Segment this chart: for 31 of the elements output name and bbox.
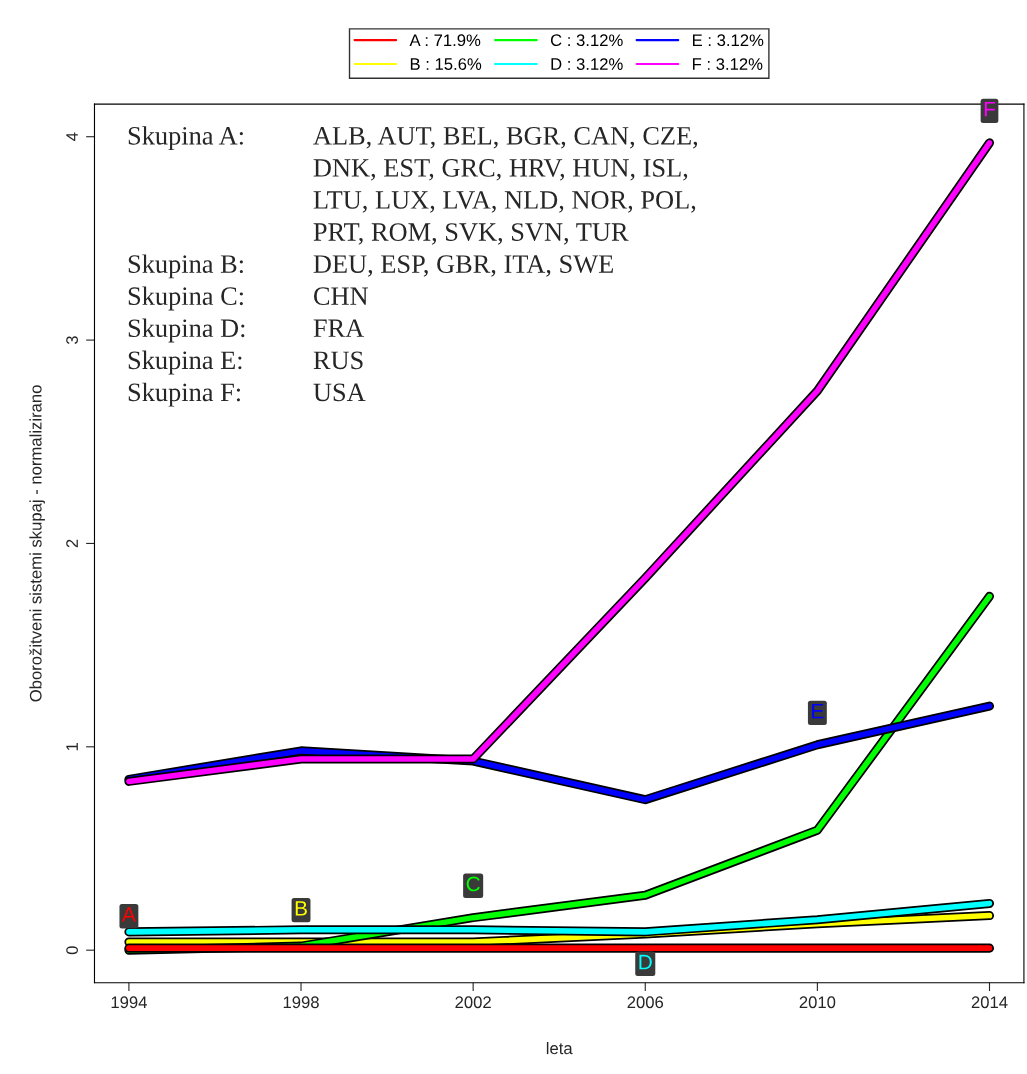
annotation: B bbox=[295, 901, 307, 916]
annotation: F bbox=[984, 101, 996, 117]
text: Skupina B: DEU, ESP, GBR, ITA, SWE bbox=[128, 254, 613, 279]
y-tick-label: 1 bbox=[66, 742, 78, 751]
x-tick-label: 2006 bbox=[627, 996, 664, 1009]
annotation: A bbox=[122, 907, 136, 922]
legend-label: B : 15.6% bbox=[410, 58, 482, 70]
y-tick-label: 4 bbox=[66, 132, 78, 141]
x-tick-label: 2014 bbox=[971, 996, 1008, 1009]
text: Skupina C: CHN bbox=[128, 286, 369, 311]
annotation: D bbox=[639, 954, 652, 970]
annotation: E bbox=[812, 703, 824, 719]
text: Skupina E: RUS bbox=[128, 350, 363, 375]
text: Skupina D: FRA bbox=[128, 318, 365, 343]
legend-label: E : 3.12% bbox=[692, 34, 764, 47]
x-tick-label: 2010 bbox=[799, 996, 836, 1009]
y-axis-title: Oborožitveni sistemi skupaj - normalizirano bbox=[29, 385, 45, 702]
legend-label: F : 3.12% bbox=[692, 58, 763, 70]
legend-label: A : 71.9% bbox=[409, 34, 481, 47]
text: Skupina A: ALB, AUT, BEL, BGR, CAN, CZE, DNK, EST, GRC, HRV, HUN, ISL, LTU, LUX, LVA, NLD, NOR, POL, PRT, ROM, SVK, SVN, TUR bbox=[128, 126, 698, 245]
legend-label: D : 3.12% bbox=[551, 58, 623, 70]
annotation: C bbox=[466, 876, 480, 892]
x-tick-label: 2002 bbox=[455, 996, 491, 1009]
y-tick-label: 2 bbox=[66, 539, 78, 548]
y-tick-label: 3 bbox=[66, 336, 78, 345]
legend-label: C : 3.12% bbox=[550, 34, 623, 47]
x-axis-title: leta bbox=[546, 1042, 573, 1055]
y-tick-label: 0 bbox=[66, 946, 78, 955]
text: Skupina F: USA bbox=[128, 382, 366, 407]
x-tick-label: 1998 bbox=[283, 996, 319, 1009]
x-tick-label: 1994 bbox=[111, 996, 147, 1009]
